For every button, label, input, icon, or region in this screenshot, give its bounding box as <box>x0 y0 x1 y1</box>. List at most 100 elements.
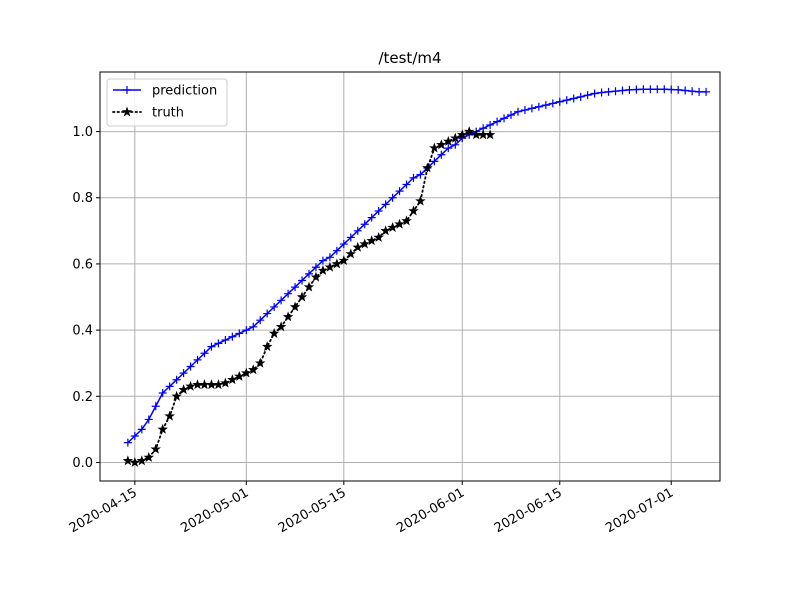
data-point <box>235 329 244 338</box>
data-point <box>332 246 341 255</box>
data-point <box>241 367 252 378</box>
data-point <box>296 291 308 302</box>
data-point <box>249 322 258 331</box>
data-point <box>123 438 132 447</box>
data-point <box>234 370 245 381</box>
data-point <box>667 85 676 94</box>
data-point <box>437 150 446 159</box>
data-point <box>632 85 641 94</box>
data-point <box>345 248 356 259</box>
data-point <box>151 402 160 411</box>
data-point <box>353 226 362 235</box>
data-point <box>317 265 329 275</box>
data-point <box>541 101 550 110</box>
data-point <box>500 114 509 123</box>
data-point <box>555 97 564 106</box>
data-point <box>179 369 188 378</box>
data-point <box>366 235 377 246</box>
data-point <box>436 139 447 150</box>
data-point <box>304 269 313 278</box>
data-point <box>401 215 412 226</box>
data-point <box>534 102 543 111</box>
data-point <box>157 423 168 434</box>
data-point <box>310 271 322 282</box>
data-point <box>695 87 704 96</box>
data-point <box>311 263 320 272</box>
data-point <box>527 104 536 113</box>
data-point <box>185 380 196 391</box>
data-point <box>493 117 502 126</box>
data-point <box>486 120 495 129</box>
data-point <box>171 390 182 401</box>
data-point <box>227 374 238 385</box>
data-point <box>464 126 475 136</box>
data-point <box>129 456 141 467</box>
data-point <box>611 87 620 96</box>
data-point <box>430 157 439 166</box>
data-point <box>380 225 391 236</box>
data-point <box>325 253 334 262</box>
data-point <box>576 92 585 101</box>
data-point <box>374 206 383 215</box>
data-point <box>123 86 131 94</box>
data-point <box>597 88 606 97</box>
data-point <box>200 349 209 358</box>
data-point <box>275 321 287 332</box>
data-point <box>360 220 369 229</box>
data-point <box>484 129 496 140</box>
data-point <box>318 256 327 265</box>
data-point <box>681 86 690 95</box>
data-point <box>604 87 613 96</box>
data-point <box>214 339 223 348</box>
data-point <box>261 341 273 352</box>
data-point <box>282 311 294 322</box>
data-point <box>395 187 404 196</box>
data-point <box>660 85 669 94</box>
data-point <box>367 213 376 222</box>
data-point <box>178 384 189 395</box>
data-point <box>352 241 363 252</box>
data-point <box>228 332 237 341</box>
data-point <box>444 144 453 153</box>
data-point <box>143 452 154 462</box>
y-tick-label: 0.0 <box>72 456 93 471</box>
data-point <box>569 94 578 103</box>
data-point <box>381 200 390 209</box>
data-point <box>150 443 161 454</box>
chart-title: /test/m4 <box>378 49 441 67</box>
data-point <box>291 283 300 292</box>
data-point <box>298 276 307 285</box>
data-point <box>284 289 293 298</box>
data-point <box>303 281 315 292</box>
series-truth <box>122 126 496 467</box>
data-point <box>409 173 418 182</box>
legend-entry-prediction: prediction <box>113 84 217 99</box>
y-axis: 0.0 0.2 0.4 0.6 0.8 1.0 <box>72 125 100 471</box>
data-point <box>451 140 460 149</box>
data-point <box>270 302 279 311</box>
data-point <box>562 96 571 105</box>
data-point <box>255 357 266 368</box>
data-point <box>548 99 557 108</box>
data-point <box>164 410 175 421</box>
data-point <box>507 111 516 120</box>
data-point <box>625 85 634 94</box>
data-point <box>137 425 146 434</box>
grid <box>100 72 720 481</box>
data-point <box>359 238 370 249</box>
data-point <box>165 382 174 391</box>
data-point <box>186 362 195 371</box>
data-point <box>394 218 405 229</box>
legend-label: prediction <box>152 84 217 99</box>
data-point <box>457 129 468 140</box>
data-point <box>339 240 348 249</box>
data-point <box>268 327 280 338</box>
data-point <box>130 431 139 440</box>
data-point <box>688 87 697 96</box>
series-group <box>122 85 711 467</box>
plot-frame <box>99 71 721 482</box>
data-point <box>193 355 202 364</box>
y-tick-label: 0.4 <box>72 324 93 339</box>
data-point <box>331 258 343 269</box>
